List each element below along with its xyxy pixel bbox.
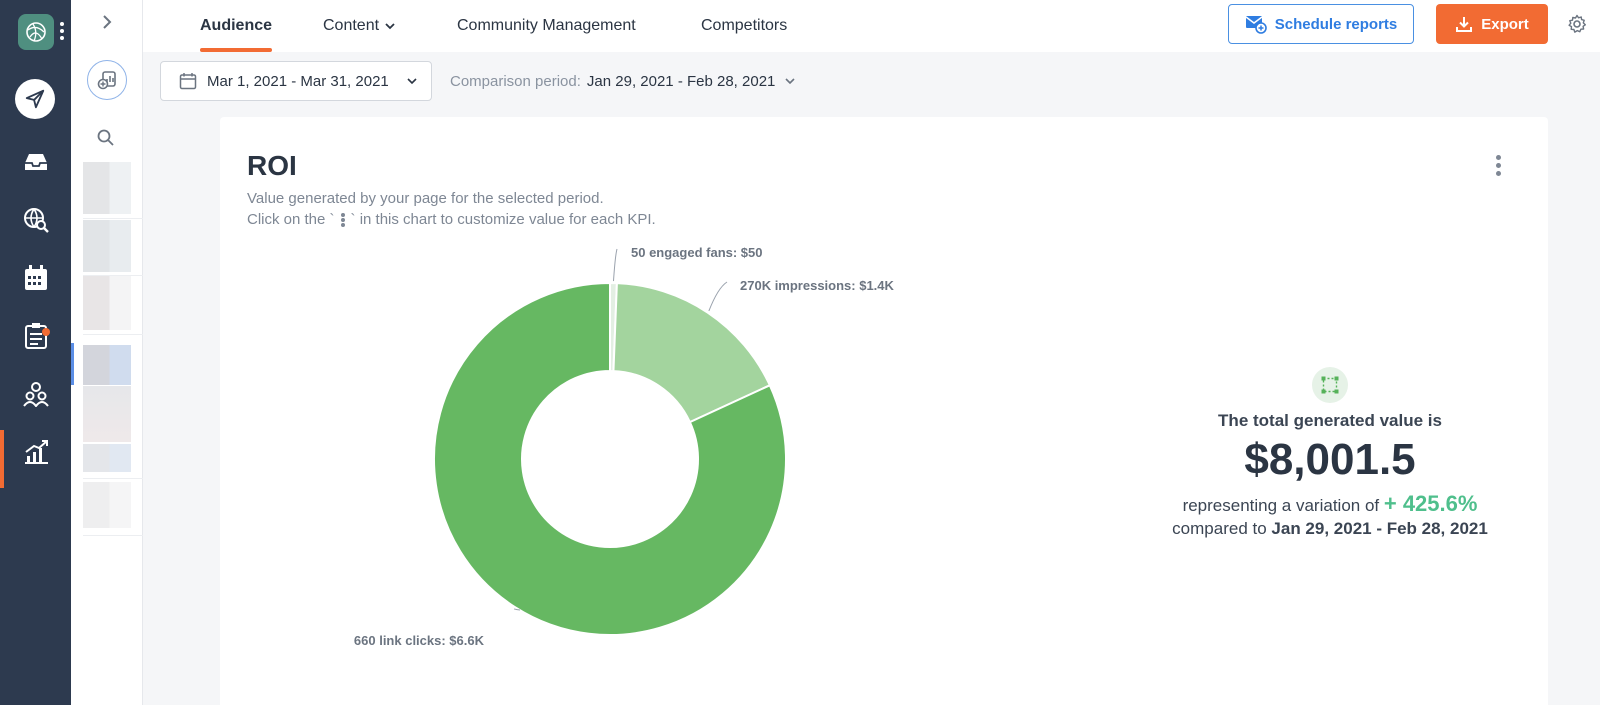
- chevron-down-icon: [385, 23, 395, 30]
- comparison-period-selector[interactable]: Comparison period: Jan 29, 2021 - Feb 28…: [450, 61, 797, 101]
- selection-frame-icon: [1312, 367, 1348, 403]
- download-icon: [1456, 17, 1473, 32]
- inbox-icon[interactable]: [20, 146, 52, 178]
- donut-slice[interactable]: [612, 282, 772, 424]
- tab-content[interactable]: Content: [323, 0, 397, 52]
- mail-schedule-icon: [1245, 16, 1267, 34]
- brand-logo-icon[interactable]: [18, 14, 54, 50]
- search-icon[interactable]: [96, 128, 116, 148]
- blurred-list-item[interactable]: [83, 276, 131, 330]
- slice-label: 50 engaged fans: $50: [631, 245, 763, 260]
- variation-percent: + 425.6%: [1383, 491, 1478, 516]
- card-title: ROI: [247, 150, 297, 181]
- total-value: $8,001.5: [1244, 435, 1416, 484]
- slice-leader-line: [612, 248, 618, 282]
- roi-card: ROI Value generated by your page for the…: [220, 117, 1548, 705]
- schedule-reports-label: Schedule reports: [1274, 15, 1398, 33]
- date-range-value: Mar 1, 2021 - Mar 31, 2021: [207, 72, 389, 90]
- team-icon[interactable]: [20, 378, 52, 410]
- roi-donut-chart: 50 engaged fans: $50 270K impressions: $1…: [354, 245, 895, 648]
- blurred-list-item[interactable]: [83, 345, 131, 385]
- comparison-range-value: Jan 29, 2021 - Feb 28, 2021: [586, 72, 776, 90]
- chevron-down-icon: [407, 78, 417, 85]
- hint-text-after: ` in this chart to customize value for e…: [350, 211, 656, 228]
- divider: [83, 275, 143, 276]
- comparison-label: Comparison period:: [450, 72, 581, 90]
- tab-label: Community Management: [457, 17, 636, 34]
- total-value-panel: The total generated value is $8,001.5 re…: [1070, 367, 1590, 539]
- tasks-icon[interactable]: [20, 320, 52, 352]
- blurred-list-item[interactable]: [83, 220, 131, 272]
- active-tab-underline: [200, 48, 273, 52]
- card-hint: Click on the ` ` in this chart to custom…: [247, 211, 656, 228]
- expand-chevron-icon[interactable]: [99, 12, 115, 32]
- slice-leader-line: [708, 281, 728, 312]
- tab-community-management[interactable]: Community Management: [457, 0, 636, 52]
- schedule-reports-button[interactable]: Schedule reports: [1228, 4, 1414, 44]
- divider: [83, 218, 143, 219]
- calendar-icon: [179, 73, 197, 90]
- selected-indicator: [71, 343, 74, 385]
- publish-icon[interactable]: [15, 79, 55, 119]
- analytics-icon[interactable]: [20, 436, 52, 468]
- tab-label: Audience: [200, 17, 273, 34]
- card-description: Value generated by your page for the sel…: [247, 190, 604, 207]
- calendar-icon[interactable]: [20, 262, 52, 294]
- kebab-hint-icon: [340, 212, 345, 228]
- tab-label: Competitors: [701, 17, 788, 34]
- hint-text-before: Click on the `: [247, 211, 335, 228]
- export-label: Export: [1481, 15, 1529, 33]
- gear-icon[interactable]: [1567, 14, 1587, 34]
- compared-prefix: compared to: [1172, 519, 1267, 538]
- main-sidebar: [0, 0, 71, 705]
- variation-line: representing a variation of + 425.6%: [1070, 491, 1590, 517]
- active-indicator: [0, 430, 4, 488]
- divider: [83, 478, 143, 479]
- slice-label: 660 link clicks: $6.6K: [354, 633, 485, 648]
- compared-range: Jan 29, 2021 - Feb 28, 2021: [1271, 519, 1488, 538]
- workspace-menu-icon[interactable]: [60, 22, 64, 42]
- more-options-icon[interactable]: [1496, 155, 1502, 177]
- global-search-icon[interactable]: [20, 204, 52, 236]
- date-range-picker[interactable]: Mar 1, 2021 - Mar 31, 2021: [160, 61, 432, 101]
- tab-competitors[interactable]: Competitors: [701, 0, 787, 52]
- blurred-list-item[interactable]: [83, 386, 131, 442]
- tab-label: Content: [323, 17, 380, 34]
- blurred-list-item[interactable]: [83, 162, 131, 214]
- export-button[interactable]: Export: [1436, 4, 1548, 44]
- add-report-icon[interactable]: [87, 60, 127, 100]
- blurred-list-item[interactable]: [83, 444, 131, 472]
- slice-leader-line: [513, 608, 521, 611]
- compared-line: compared to Jan 29, 2021 - Feb 28, 2021: [1070, 519, 1590, 539]
- donut-slice[interactable]: [433, 281, 787, 636]
- slice-label: 270K impressions: $1.4K: [740, 278, 895, 293]
- notification-dot: [42, 328, 50, 336]
- top-navigation: Audience Content Community Management Co…: [143, 0, 1600, 52]
- chevron-down-icon: [785, 78, 795, 85]
- secondary-sidebar: [71, 0, 143, 705]
- variation-prefix: representing a variation of: [1182, 496, 1380, 515]
- blurred-list-item[interactable]: [83, 482, 131, 528]
- divider: [83, 535, 143, 536]
- divider: [83, 334, 143, 335]
- total-headline: The total generated value is: [1218, 411, 1442, 430]
- tab-audience[interactable]: Audience: [200, 0, 273, 52]
